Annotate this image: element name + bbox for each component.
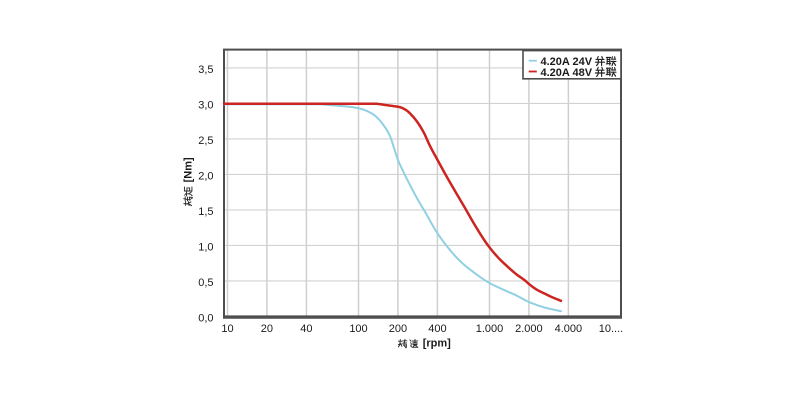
svg-text:10....: 10.... [599, 323, 623, 335]
svg-text:0,0: 0,0 [198, 313, 213, 325]
svg-text:4.20A 48V: 4.20A 48V [541, 67, 593, 79]
svg-text:20: 20 [261, 323, 273, 335]
svg-text:10: 10 [221, 323, 233, 335]
svg-text:200: 200 [389, 323, 407, 335]
svg-text:2,0: 2,0 [198, 171, 213, 183]
svg-text:1.000: 1.000 [476, 323, 504, 335]
svg-text:400: 400 [428, 323, 446, 335]
svg-text:1,0: 1,0 [198, 242, 213, 254]
svg-text:4.000: 4.000 [555, 323, 583, 335]
svg-text:1,5: 1,5 [198, 206, 213, 218]
svg-text:3,5: 3,5 [198, 64, 213, 76]
svg-text:2,5: 2,5 [198, 135, 213, 147]
svg-text:2.000: 2.000 [515, 323, 543, 335]
svg-text:4.20A 24V: 4.20A 24V [541, 56, 593, 68]
svg-text:[Nm]: [Nm] [183, 157, 195, 182]
svg-text:40: 40 [300, 323, 312, 335]
svg-text:100: 100 [349, 323, 367, 335]
svg-text:0,5: 0,5 [198, 277, 213, 289]
svg-text:[rpm]: [rpm] [423, 338, 451, 350]
svg-text:3,0: 3,0 [198, 100, 213, 112]
